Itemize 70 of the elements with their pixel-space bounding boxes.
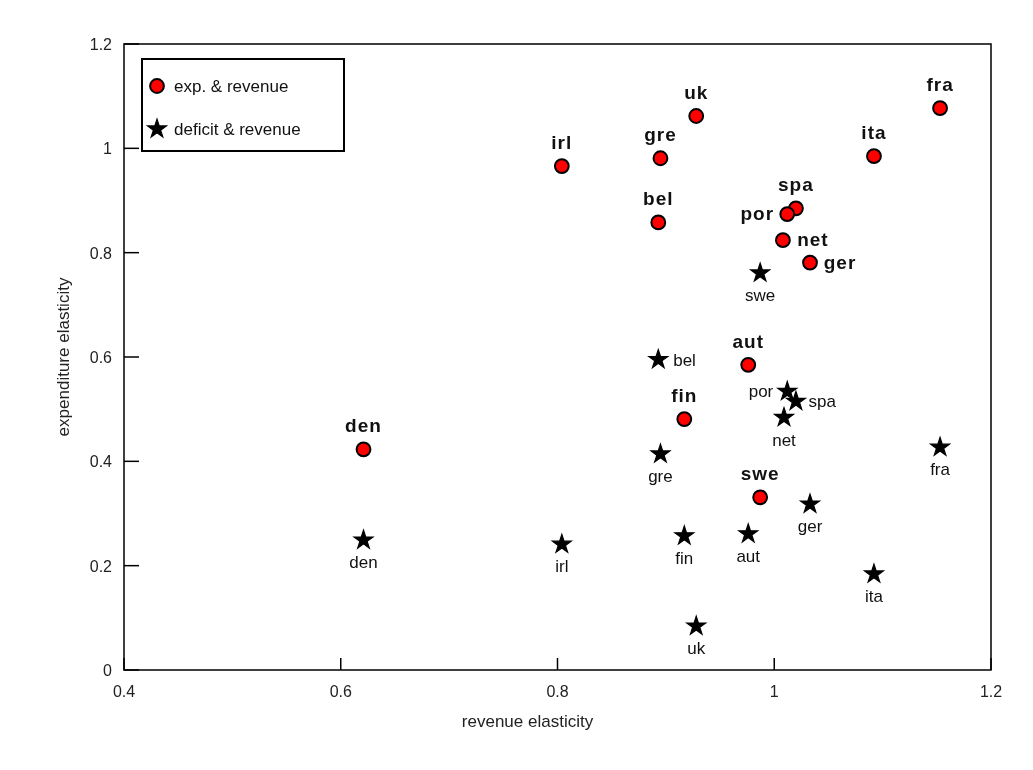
point	[777, 380, 798, 401]
point	[738, 523, 759, 543]
annotation: fra	[926, 74, 954, 96]
annotation: fra	[930, 460, 951, 480]
annotation: net	[797, 229, 829, 251]
point	[551, 533, 572, 553]
point	[674, 525, 695, 545]
annotation: por	[748, 382, 774, 402]
annotation: den	[345, 415, 382, 437]
x-tick-label: 1	[769, 683, 779, 700]
annotation: ger	[823, 251, 857, 273]
point	[676, 411, 693, 427]
point	[785, 390, 806, 410]
point	[648, 349, 669, 369]
annotation: bel	[673, 350, 696, 370]
x-axis-title: revenue elasticity	[461, 712, 594, 731]
point	[775, 232, 791, 249]
point	[686, 615, 707, 635]
point	[752, 489, 769, 506]
annotation: gre	[644, 124, 677, 146]
annotation: aut	[736, 546, 761, 566]
point	[652, 150, 669, 167]
annotation: irl	[555, 557, 569, 577]
point	[863, 563, 884, 583]
x-tick-label: 1.2	[979, 683, 1003, 700]
y-tick-label: 0.4	[89, 453, 113, 471]
annotation: aut	[732, 330, 764, 352]
y-tick-label: 0.8	[89, 244, 113, 262]
point	[932, 100, 948, 117]
annotation: spa	[808, 392, 837, 412]
point	[688, 108, 705, 124]
annotation: fin	[675, 548, 694, 568]
y-tick-label: 0	[103, 662, 113, 679]
annotation: swe	[745, 286, 776, 306]
annotation: den	[349, 553, 378, 573]
y-tick-label: 1.2	[89, 36, 113, 53]
point	[353, 529, 374, 549]
annotation: bel	[643, 188, 674, 210]
y-tick-label: 0.6	[89, 349, 113, 366]
annotation: swe	[740, 463, 780, 485]
annotation: por	[740, 203, 775, 225]
annotation: ita	[864, 587, 884, 607]
point	[750, 262, 771, 282]
legend-label: exp. & revenue	[174, 77, 289, 96]
point	[800, 493, 821, 513]
x-tick-label: 0.6	[329, 683, 352, 700]
point	[740, 356, 757, 373]
point	[553, 158, 570, 174]
annotation: irl	[551, 132, 573, 154]
annotation: ita	[861, 122, 887, 144]
annotation: uk	[687, 639, 706, 659]
point	[773, 407, 795, 427]
y-tick-label: 1	[103, 140, 113, 158]
point	[650, 443, 671, 463]
point	[779, 206, 796, 222]
y-tick-label: 0.2	[89, 557, 113, 575]
annotation: fin	[671, 385, 698, 407]
annotation: spa	[778, 174, 814, 196]
x-tick-label: 0.8	[546, 683, 569, 700]
annotation: net	[772, 430, 797, 450]
legend-label: deficit & revenue	[174, 120, 301, 139]
annotation: uk	[684, 81, 709, 103]
point	[866, 148, 882, 165]
point	[802, 254, 818, 271]
point	[930, 436, 951, 456]
annotation: ger	[797, 517, 823, 537]
y-axis-title: expenditure elasticity	[54, 277, 73, 437]
annotation: gre	[648, 467, 673, 487]
point	[650, 214, 667, 231]
point	[355, 441, 372, 458]
